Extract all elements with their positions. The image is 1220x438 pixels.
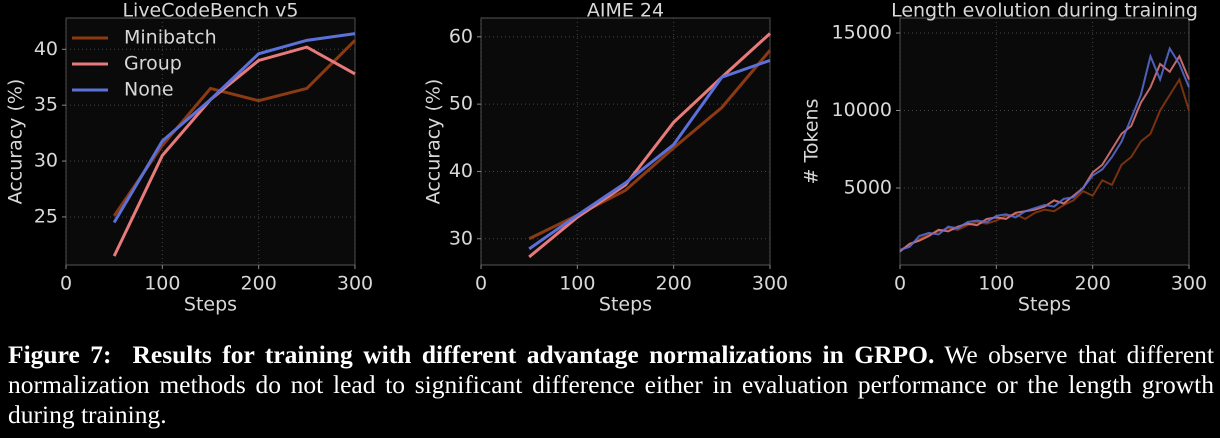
x-tick-label: 0 [475, 273, 487, 295]
series-line [899, 77, 1190, 251]
y-tick-label: 30 [34, 150, 58, 172]
caption-label: Figure 7: [8, 340, 112, 369]
series-line [899, 54, 1190, 253]
caption-bold: Results for training with different adva… [132, 340, 935, 369]
x-tick-label: 200 [241, 273, 277, 295]
x-tick-label: 200 [656, 273, 692, 295]
y-tick-label: 35 [34, 94, 58, 116]
y-tick-label: 30 [449, 227, 473, 249]
figure: LiveCodeBench v5 Steps Accuracy (%) 0 100 200… [5, 0, 1208, 316]
x-tick-label: 100 [978, 273, 1014, 295]
series-line [112, 32, 356, 224]
legend-label: None [124, 79, 174, 101]
x-tick-label: 100 [144, 273, 180, 295]
y-tick-label: 5000 [844, 176, 892, 198]
chart-title: AIME 24 [587, 0, 664, 22]
series-line [899, 46, 1190, 251]
plot-area [899, 17, 1190, 266]
caption-text: We observe that different normalization … [8, 340, 1215, 429]
x-tick-label: 300 [752, 273, 788, 295]
series-line [528, 58, 771, 251]
y-tick-label: 50 [449, 93, 473, 115]
y-tick-label: 10000 [832, 99, 892, 121]
y-axis-label: Accuracy (%) [5, 79, 27, 205]
series-line [112, 45, 356, 257]
y-tick-label: 60 [449, 25, 473, 47]
chart-title: Length evolution during training [891, 0, 1198, 22]
y-tick-label: 40 [449, 160, 473, 182]
x-axis-label: Steps [184, 294, 237, 316]
x-tick-label: 300 [337, 273, 373, 295]
x-tick-label: 0 [894, 273, 906, 295]
legend-label: Minibatch [124, 27, 217, 49]
y-axis-label: Accuracy (%) [423, 79, 445, 205]
y-tick-label: 25 [34, 205, 58, 227]
series-line [528, 32, 772, 259]
x-axis-label: Steps [1018, 294, 1071, 316]
chart-title: LiveCodeBench v5 [122, 0, 298, 22]
caption: Figure 7: Results for training with diff… [8, 340, 1214, 430]
y-axis-label: # Tokens [801, 99, 823, 185]
x-tick-label: 200 [1075, 273, 1111, 295]
legend-label: Group [124, 53, 182, 75]
y-tick-label: 40 [34, 38, 58, 60]
x-tick-label: 0 [60, 273, 72, 295]
x-tick-label: 100 [559, 273, 595, 295]
plot-area [65, 17, 356, 266]
plot-area [480, 17, 771, 266]
x-tick-label: 300 [1171, 273, 1207, 295]
y-tick-label: 15000 [832, 22, 892, 44]
x-axis-label: Steps [599, 294, 652, 316]
